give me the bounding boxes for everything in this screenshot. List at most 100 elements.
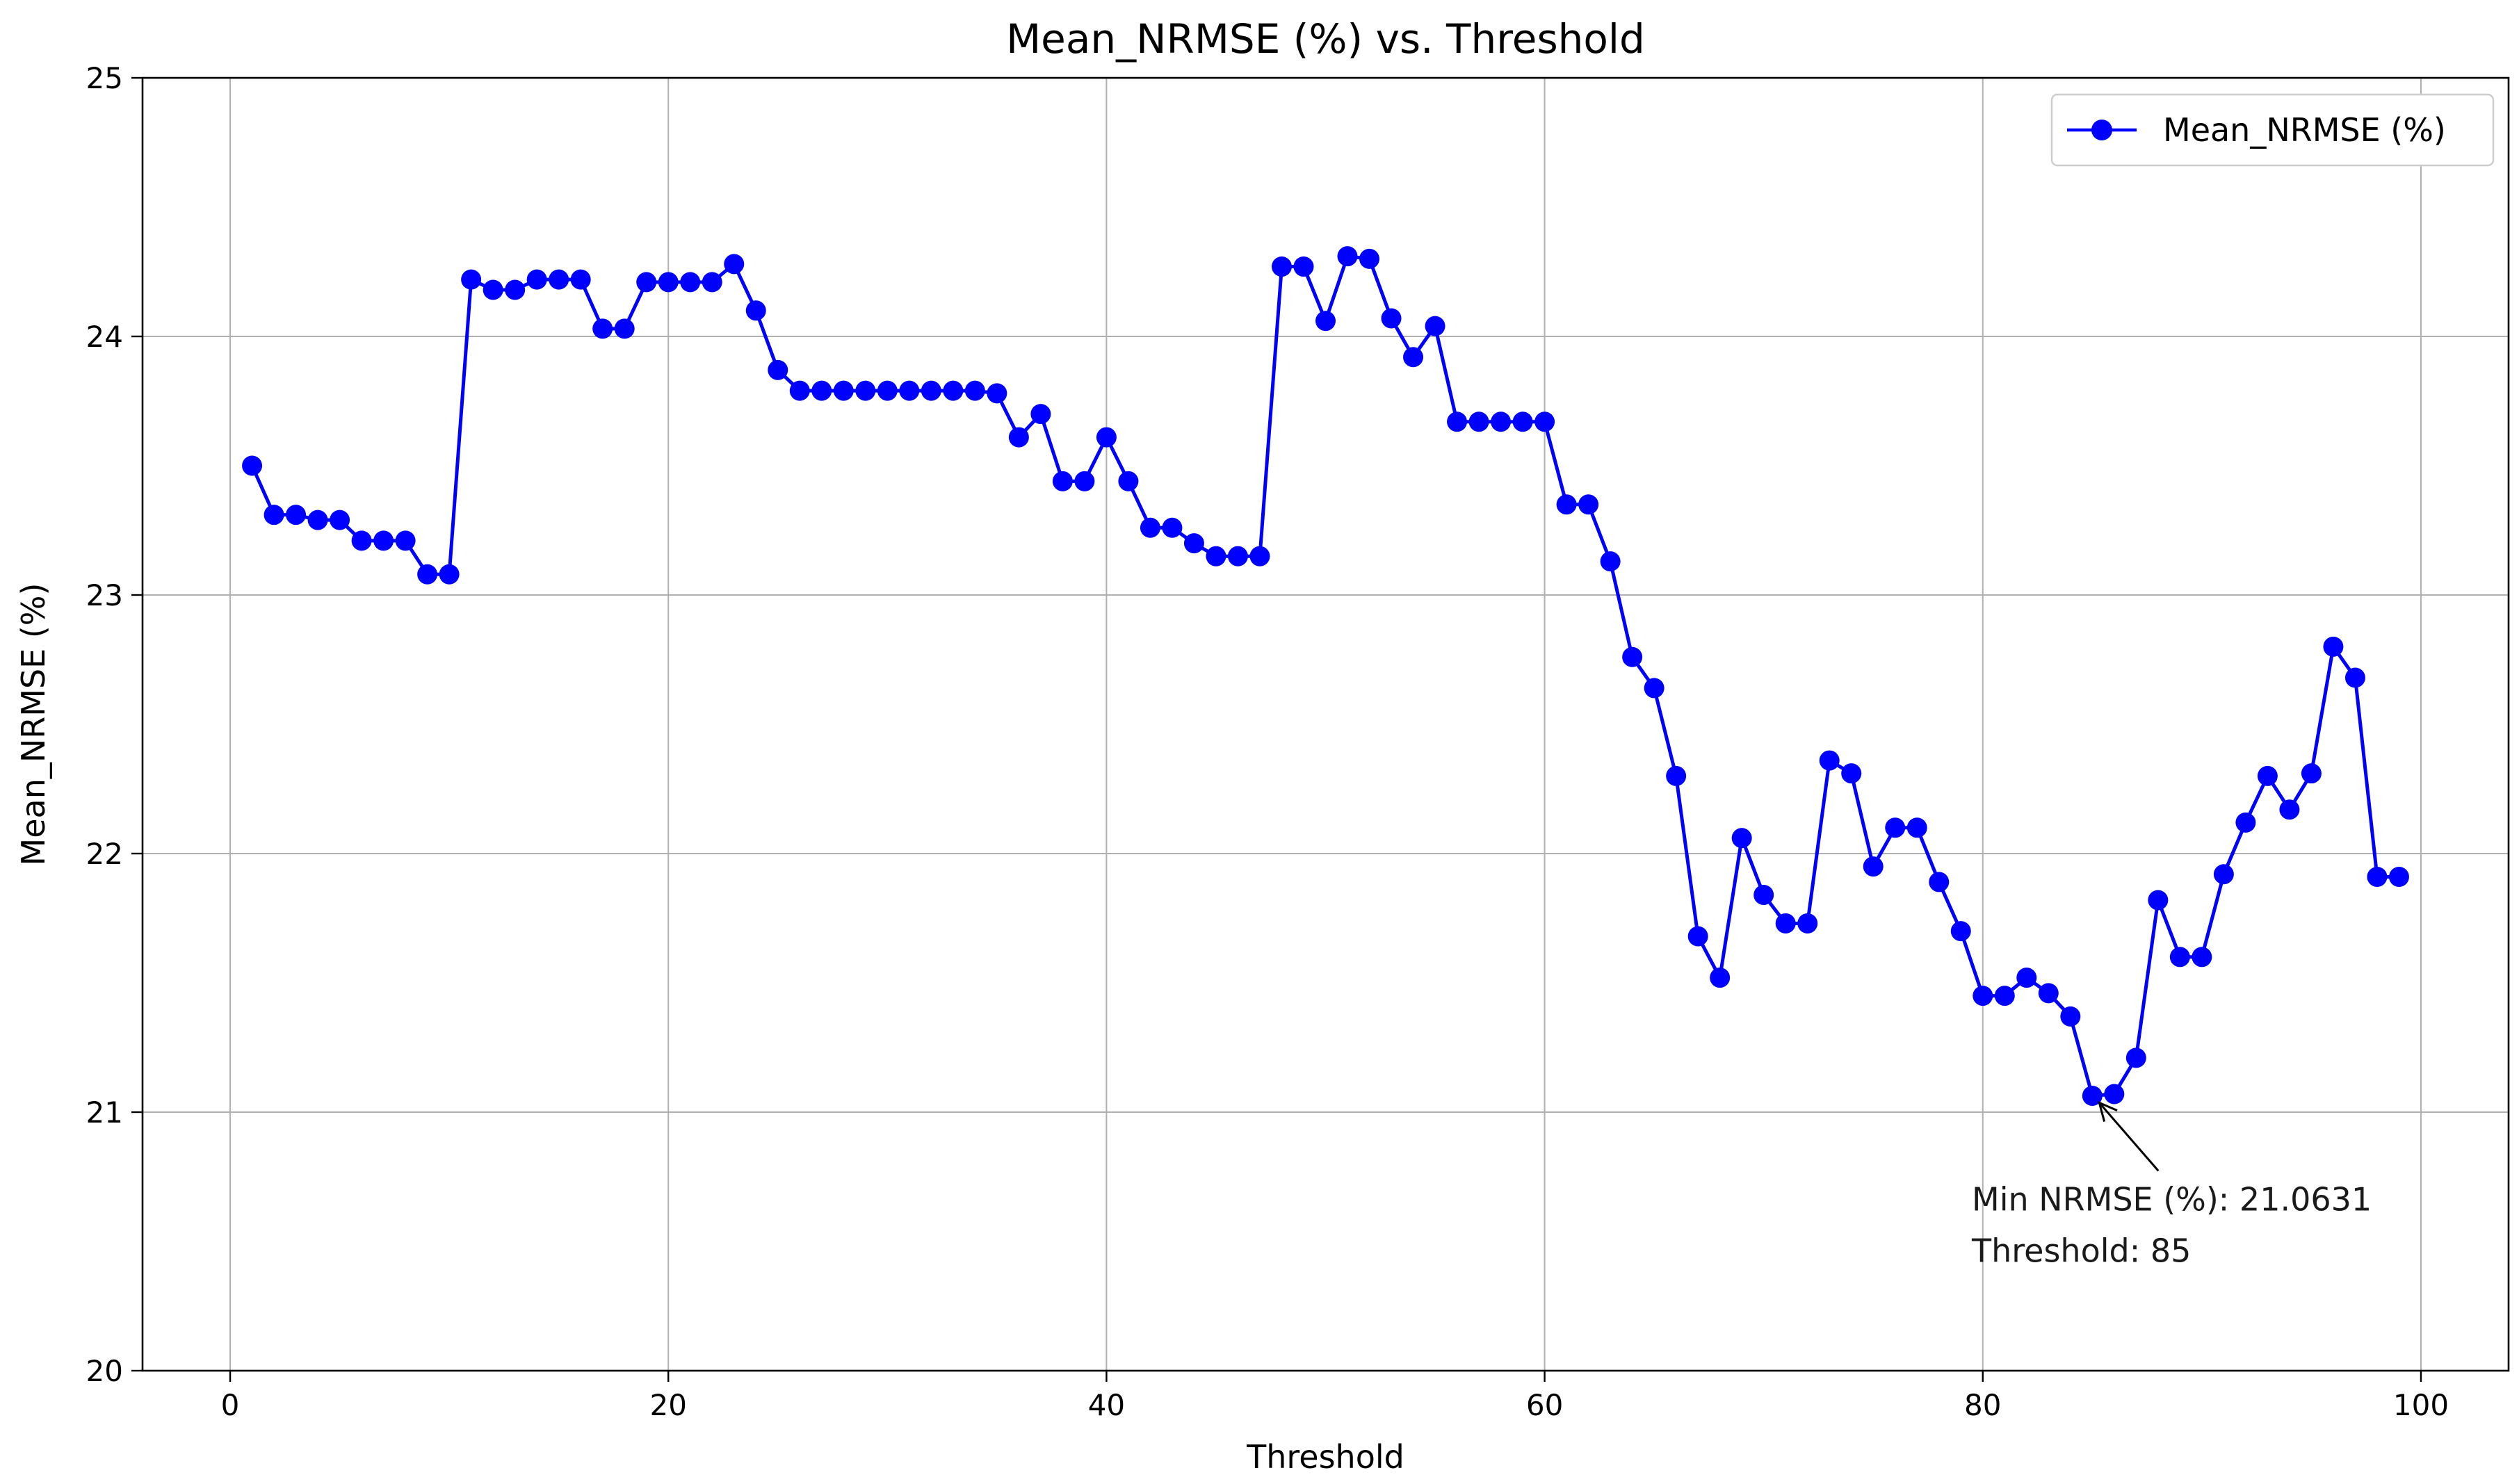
data-point — [1556, 494, 1577, 515]
data-point — [636, 272, 657, 293]
x-tick-label: 0 — [221, 1388, 240, 1422]
plot-frame — [141, 76, 2510, 1372]
data-point — [1206, 546, 1226, 566]
y-tick-label: 25 — [86, 61, 123, 95]
data-point — [1140, 517, 1160, 538]
data-point — [1315, 311, 1336, 332]
data-point — [2125, 1047, 2146, 1068]
data-point — [1819, 750, 1840, 771]
data-point — [1512, 411, 1533, 432]
annotation-min-value: Min NRMSE (%): 21.0631 — [1972, 1180, 2372, 1218]
data-point — [286, 505, 307, 525]
data-point — [1271, 256, 1292, 277]
data-point — [1841, 763, 1862, 784]
x-axis-label: Threshold — [1246, 1438, 1404, 1476]
data-point — [1359, 248, 1380, 269]
data-point — [2060, 1006, 2081, 1027]
data-point — [1118, 471, 1139, 491]
data-point — [921, 380, 941, 401]
annotation-threshold: Threshold: 85 — [1971, 1232, 2191, 1269]
data-point — [1775, 913, 1796, 933]
data-point — [549, 269, 569, 290]
data-point — [526, 269, 547, 290]
data-point — [724, 254, 745, 275]
data-point — [417, 564, 438, 585]
data-point — [330, 509, 350, 530]
data-point — [1973, 986, 1993, 1006]
data-point — [1731, 828, 1752, 849]
legend-marker-swatch — [2091, 120, 2112, 140]
data-point — [899, 380, 920, 401]
data-point — [1534, 411, 1555, 432]
data-point — [395, 530, 416, 551]
data-point — [1227, 546, 1248, 566]
data-point — [1687, 926, 1708, 947]
data-point — [2388, 866, 2409, 887]
data-point — [2367, 866, 2388, 887]
data-point — [1074, 471, 1095, 491]
data-point — [745, 300, 766, 321]
x-tick-label: 60 — [1526, 1388, 1563, 1422]
data-point — [1249, 546, 1270, 566]
data-point — [1710, 968, 1731, 988]
data-point — [592, 318, 613, 339]
data-point — [1797, 913, 1818, 933]
min-annotation: Min NRMSE (%): 21.0631 Threshold: 85 — [1971, 1100, 2382, 1269]
data-point — [2169, 947, 2190, 968]
data-point — [1644, 678, 1665, 699]
data-point — [2082, 1086, 2103, 1107]
data-point — [1622, 646, 1643, 667]
data-point — [2192, 947, 2212, 968]
data-point — [680, 272, 701, 293]
data-point — [1885, 817, 1906, 838]
data-point — [2257, 765, 2278, 786]
data-point — [943, 380, 964, 401]
y-tick-label: 22 — [86, 837, 123, 871]
data-point — [2148, 890, 2169, 911]
data-point — [1906, 817, 1927, 838]
data-point — [811, 380, 832, 401]
data-point — [2344, 667, 2365, 688]
x-tick-label: 40 — [1088, 1388, 1125, 1422]
x-tick-label: 80 — [1964, 1388, 2001, 1422]
data-point — [1403, 347, 1424, 368]
data-point — [1183, 533, 1204, 554]
data-point — [1994, 986, 2015, 1006]
data-point — [461, 269, 482, 290]
data-point — [351, 530, 372, 551]
data-point — [964, 380, 985, 401]
data-point — [1425, 316, 1445, 336]
legend-box — [2050, 93, 2495, 167]
data-point — [1337, 246, 1358, 267]
legend: Mean_NRMSE (%) — [2050, 93, 2495, 167]
data-point — [1468, 411, 1489, 432]
data-point — [242, 455, 263, 476]
data-point — [1600, 551, 1621, 572]
y-axis-label: Mean_NRMSE (%) — [15, 583, 52, 866]
data-point — [1863, 856, 1884, 877]
data-point — [373, 530, 394, 551]
data-point — [2104, 1084, 2125, 1104]
data-point — [768, 359, 788, 380]
data-point — [505, 279, 526, 300]
annotation-arrow-line — [2098, 1102, 2160, 1172]
data-point — [987, 383, 1007, 404]
annotation-text: Min NRMSE (%): 21.0631 Threshold: 85 — [1971, 1180, 2382, 1269]
data-point — [2038, 983, 2059, 1004]
data-point — [1381, 308, 1402, 329]
x-tick-label: 100 — [2393, 1388, 2449, 1422]
data-point — [2016, 968, 2037, 988]
legend-label: Mean_NRMSE (%) — [2163, 111, 2446, 149]
data-point — [1666, 765, 1687, 786]
data-point — [2213, 864, 2234, 885]
data-point — [702, 272, 722, 293]
data-point — [658, 272, 679, 293]
data-point — [1950, 921, 1971, 942]
data-point — [1008, 427, 1029, 448]
data-point — [439, 564, 460, 585]
data-point — [1447, 411, 1468, 432]
series-layer — [242, 246, 2409, 1107]
data-point — [2323, 636, 2344, 657]
data-point — [1753, 885, 1774, 906]
